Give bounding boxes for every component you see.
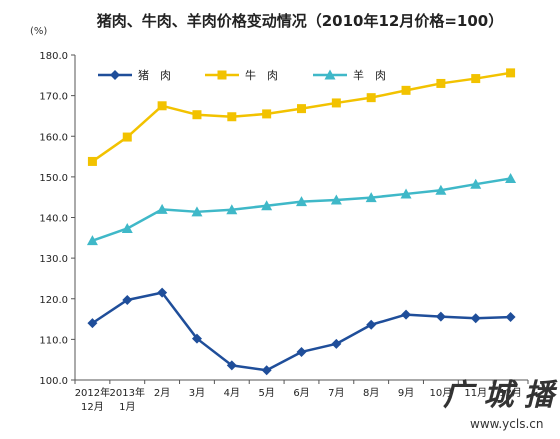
data-point-beef — [87, 156, 97, 166]
x-tick-label: 12月 — [81, 401, 104, 413]
y-tick-label: 140.0 — [39, 214, 68, 225]
data-point-mutton — [191, 206, 203, 217]
data-point-mutton — [296, 196, 307, 207]
x-tick-label: 10月 — [430, 387, 453, 399]
y-tick-label: 170.0 — [39, 92, 68, 103]
legend-item-pork: 猪 肉 — [98, 69, 171, 82]
data-point-pork — [296, 346, 307, 357]
data-point-mutton — [365, 192, 377, 203]
y-axis: 100.0 110.0 120.0 130.0 140.0 150.0 160.0 170.0… — [39, 51, 76, 387]
data-point-beef — [401, 85, 411, 95]
data-point-beef — [331, 98, 341, 108]
x-axis: 2012年 12月 2013年 1月 2月 3月 4月 5月 6月 7月 8月 9月 10月 11月 12月 — [74, 379, 529, 413]
legend-label: 牛 肉 — [245, 68, 278, 82]
x-tick-label: 8月 — [363, 387, 379, 399]
series-line-beef — [91, 71, 511, 163]
series-group — [86, 68, 517, 376]
y-tick-label: 110.0 — [39, 335, 68, 346]
data-point-pork — [122, 294, 133, 305]
y-tick-label: 180.0 — [39, 51, 68, 62]
data-point-pork — [261, 365, 272, 376]
data-point-beef — [436, 78, 446, 88]
x-tick-label: 2012年 — [75, 386, 110, 399]
data-point-mutton — [226, 204, 238, 215]
y-tick-label: 100.0 — [39, 376, 68, 387]
x-tick-label: 4月 — [224, 387, 240, 399]
legend: 猪 肉牛 肉羊 肉 — [98, 68, 386, 82]
x-tick-label: 2月 — [154, 387, 170, 399]
data-point-mutton — [330, 194, 342, 205]
x-tick-label: 1月 — [119, 401, 135, 413]
x-tick-label: 2013年 — [110, 386, 145, 399]
data-point-pork — [157, 287, 168, 298]
y-tick-label: 150.0 — [39, 173, 68, 184]
legend-swatch-marker — [110, 70, 120, 80]
data-point-beef — [122, 132, 132, 142]
data-point-pork — [226, 360, 237, 371]
data-point-mutton — [156, 203, 168, 214]
x-tick-label: 9月 — [398, 387, 414, 399]
data-point-mutton — [435, 184, 447, 195]
series-pork — [87, 287, 516, 376]
data-point-beef — [297, 104, 306, 114]
data-point-mutton — [505, 173, 517, 183]
x-tick-label: 7月 — [328, 387, 344, 399]
legend-swatch-marker — [324, 69, 336, 80]
legend-label: 羊 肉 — [353, 68, 386, 82]
data-point-beef — [227, 112, 237, 122]
series-mutton — [86, 173, 517, 246]
data-point-mutton — [400, 188, 412, 199]
data-point-mutton — [470, 178, 482, 189]
y-tick-label: 160.0 — [39, 132, 68, 143]
data-point-pork — [505, 312, 516, 323]
data-point-beef — [506, 68, 516, 78]
series-line-pork — [91, 291, 511, 372]
legend-label: 猪 肉 — [138, 69, 171, 82]
data-point-beef — [157, 101, 167, 111]
x-tick-label: 11月 — [464, 387, 487, 399]
y-unit-label: (%) — [30, 26, 47, 37]
data-point-pork — [470, 313, 481, 324]
x-tick-label: 6月 — [293, 387, 309, 399]
legend-swatch-marker — [217, 70, 227, 80]
series-beef — [87, 68, 516, 166]
legend-item-beef: 牛 肉 — [205, 68, 278, 82]
watermark-url: www.ycls.cn — [470, 417, 543, 431]
x-tick-label: 3月 — [189, 387, 205, 399]
data-point-mutton — [261, 200, 273, 211]
data-point-mutton — [86, 235, 98, 246]
chart-title: 猪肉、牛肉、羊肉价格变动情况（2010年12月价格=100） — [96, 12, 504, 30]
watermark: 广 城 播 市 www.ycls.cn — [443, 378, 560, 431]
x-tick-label: 5月 — [258, 387, 274, 399]
watermark-text: 广 城 播 市 — [443, 378, 560, 413]
data-point-pork — [401, 309, 412, 320]
y-tick-label: 130.0 — [39, 254, 68, 265]
data-point-pork — [435, 311, 446, 322]
data-point-beef — [262, 109, 272, 119]
data-point-pork — [191, 333, 202, 344]
data-point-mutton — [121, 222, 133, 233]
y-tick-label: 120.0 — [39, 295, 68, 306]
x-tick-label: 12月 — [499, 387, 522, 399]
data-point-beef — [366, 93, 376, 103]
data-point-beef — [471, 74, 481, 84]
data-point-pork — [331, 338, 342, 349]
series-line-mutton — [92, 177, 511, 242]
data-point-pork — [87, 318, 98, 329]
legend-item-mutton: 羊 肉 — [313, 68, 386, 82]
data-point-pork — [366, 319, 377, 330]
data-point-beef — [192, 110, 202, 120]
